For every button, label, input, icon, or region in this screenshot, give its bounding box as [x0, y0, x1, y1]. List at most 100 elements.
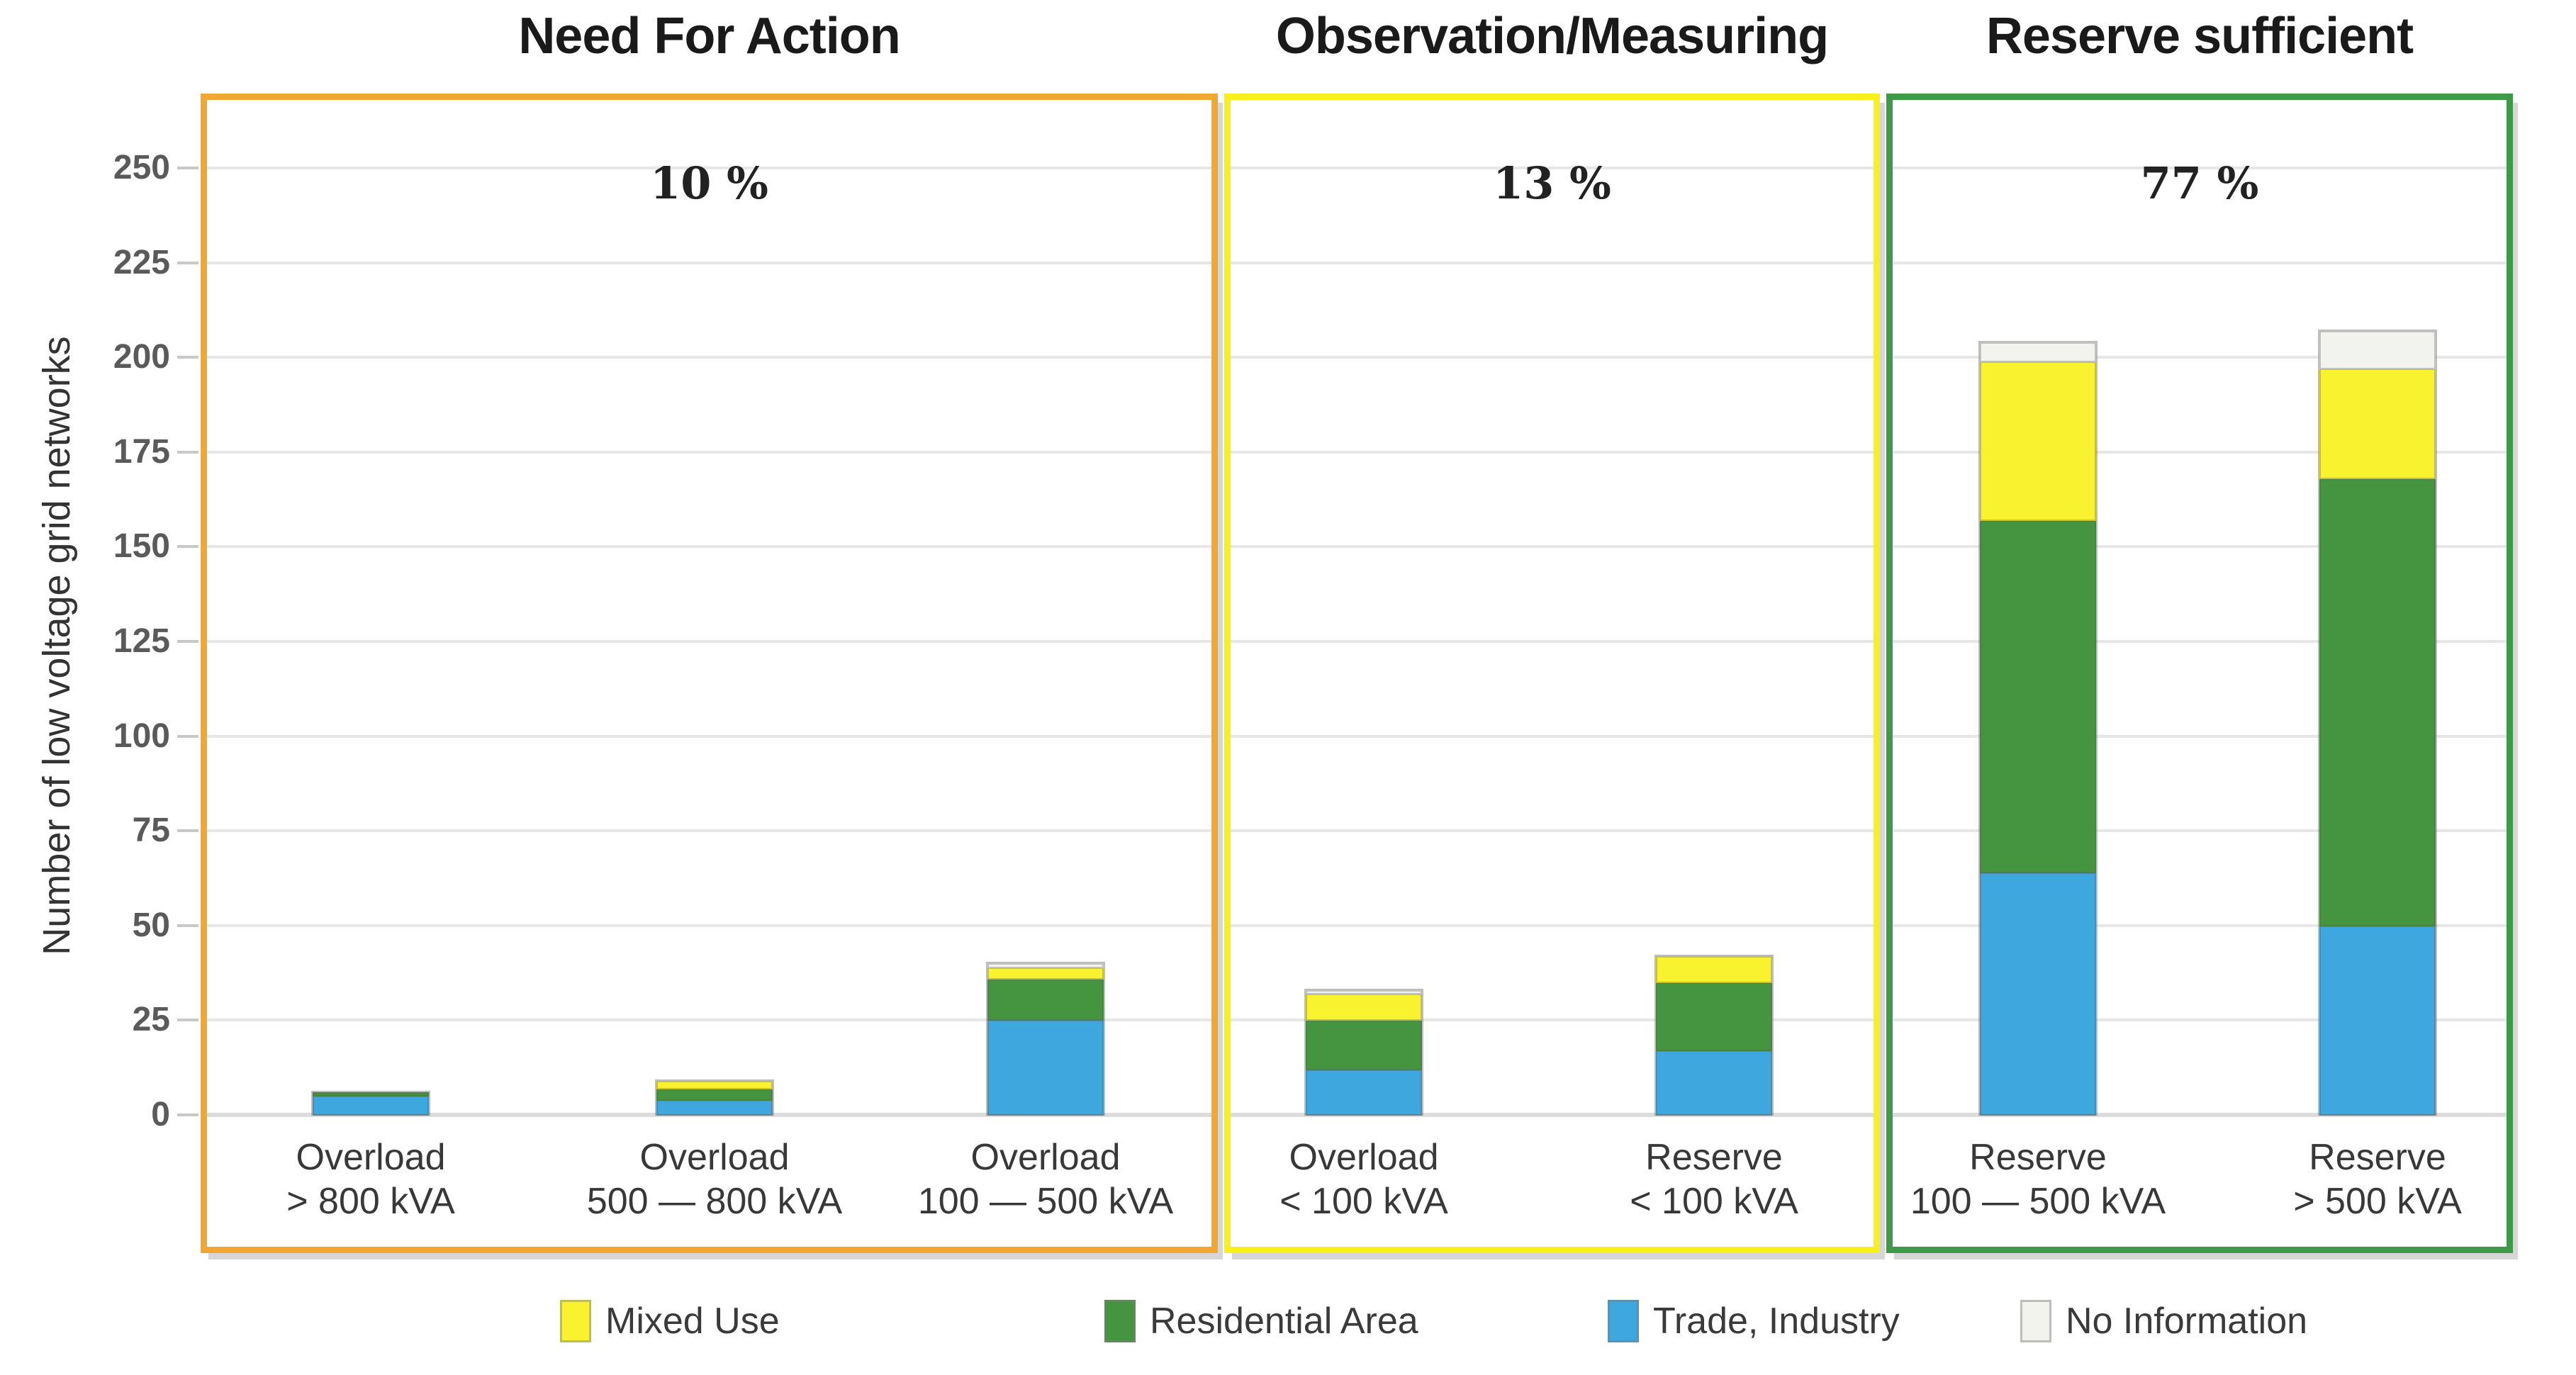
- y-tick-label-175: 175: [113, 432, 170, 471]
- gridline-225: [207, 261, 1211, 264]
- gridline-75: [1893, 829, 2507, 833]
- y-tick-label-250: 250: [113, 149, 170, 186]
- bar-segment-residential: [2319, 478, 2436, 926]
- bar-segment-mixed: [1306, 993, 1422, 1021]
- y-tick-mark: [177, 734, 198, 738]
- group-percent-label: 77 %: [2140, 157, 2259, 209]
- legend-item-residential: Residential Area: [1104, 1300, 1418, 1342]
- legend-item-trade: Trade, Industry: [1608, 1300, 1900, 1342]
- x-label-line2: < 100 kVA: [1630, 1181, 1798, 1222]
- x-label-line2: < 100 kVA: [1279, 1181, 1448, 1222]
- legend-swatch-residential: [1104, 1300, 1136, 1342]
- gridline-50: [1893, 924, 2507, 927]
- gridline-25: [207, 1018, 1211, 1022]
- gridline-200: [1231, 356, 1874, 359]
- y-tick-label-200: 200: [113, 338, 170, 376]
- gridline-200: [207, 356, 1211, 359]
- y-tick-mark: [177, 1018, 198, 1022]
- bar-segment-trade: [1656, 1050, 1772, 1116]
- x-label-line1: Reserve: [1645, 1137, 1783, 1178]
- legend-label: Mixed Use: [605, 1301, 780, 1342]
- y-tick-label-150: 150: [113, 527, 170, 566]
- y-tick-label-50: 50: [132, 906, 170, 944]
- gridline-0: [1231, 1113, 1874, 1117]
- legend-swatch-mixed: [560, 1300, 591, 1342]
- group-title: Need For Action: [518, 8, 900, 64]
- legend-swatch-trade: [1608, 1300, 1639, 1342]
- y-tick-mark: [177, 261, 198, 264]
- bar-segment-trade: [1306, 1069, 1422, 1116]
- bar-segment-no_information: [2319, 330, 2436, 370]
- x-label-line1: Overload: [639, 1137, 790, 1178]
- group-percent-label: 10 %: [650, 157, 768, 209]
- group-title: Reserve sufficient: [1986, 8, 2414, 64]
- bar-segment-no_information: [1306, 989, 1422, 994]
- x-label-line1: Overload: [1289, 1137, 1439, 1178]
- x-label-line1: Reserve: [1969, 1137, 2107, 1178]
- bar-segment-trade: [656, 1099, 773, 1116]
- y-tick-mark: [177, 545, 198, 549]
- y-tick-label-225: 225: [113, 243, 170, 281]
- gridline-50: [1231, 924, 1874, 927]
- y-tick-label-0: 0: [151, 1096, 170, 1133]
- legend-item-mixed: Mixed Use: [560, 1300, 780, 1342]
- y-tick-mark: [177, 167, 198, 169]
- x-label-line2: > 500 kVA: [2293, 1181, 2462, 1222]
- gridline-100: [1893, 734, 2507, 738]
- x-label-line2: 100 — 500 kVA: [1910, 1181, 2166, 1222]
- x-axis-label: Overload 500 — 800 kVA: [466, 1135, 963, 1223]
- group-panel-2: [1224, 94, 1880, 1253]
- gridline-250: [1231, 167, 1874, 169]
- y-tick-mark: [177, 640, 198, 643]
- bar-segment-trade: [1980, 872, 2096, 1116]
- y-tick-mark: [177, 450, 198, 454]
- bar-segment-trade: [313, 1096, 429, 1116]
- x-label-line2: 100 — 500 kVA: [917, 1181, 1174, 1222]
- x-label-line2: > 800 kVA: [286, 1181, 455, 1222]
- y-tick-mark: [177, 829, 198, 833]
- gridline-250: [207, 167, 1211, 169]
- x-label-line1: Overload: [970, 1137, 1121, 1178]
- gridline-75: [207, 829, 1211, 833]
- gridline-225: [1231, 261, 1874, 264]
- y-tick-label-25: 25: [132, 1001, 170, 1039]
- legend-item-no_information: No Information: [2020, 1300, 2307, 1342]
- gridline-250: [1893, 167, 2507, 169]
- gridline-150: [207, 545, 1211, 549]
- y-tick-label-125: 125: [113, 622, 170, 660]
- x-axis-label: Reserve < 100 kVA: [1466, 1135, 1962, 1223]
- gridline-50: [207, 924, 1211, 927]
- legend-label: Trade, Industry: [1653, 1301, 1900, 1342]
- gridline-125: [1893, 640, 2507, 643]
- gridline-175: [1893, 450, 2507, 454]
- x-label-line1: Overload: [296, 1137, 446, 1178]
- group-percent-label: 13 %: [1493, 157, 1611, 209]
- x-axis-label: Overload > 800 kVA: [123, 1135, 619, 1223]
- y-tick-mark: [177, 1113, 198, 1116]
- legend-swatch-no_information: [2020, 1300, 2051, 1342]
- gridline-175: [1231, 450, 1874, 454]
- gridline-125: [207, 640, 1211, 643]
- gridline-100: [1231, 734, 1874, 738]
- x-label-line1: Reserve: [2309, 1137, 2446, 1178]
- bar-segment-residential: [313, 1091, 429, 1097]
- group-panel-1: [201, 94, 1218, 1253]
- group-title: Observation/Measuring: [1275, 8, 1829, 64]
- bar-segment-mixed: [987, 967, 1104, 980]
- legend-label: No Information: [2066, 1301, 2308, 1342]
- gridline-200: [1893, 356, 2507, 359]
- group-panel-3: [1886, 94, 2513, 1253]
- bar-segment-residential: [1980, 520, 2096, 873]
- bar-segment-mixed: [2319, 369, 2436, 480]
- bar-segment-mixed: [1980, 361, 2096, 521]
- bar-segment-no_information: [987, 963, 1104, 968]
- bar-segment-trade: [2319, 925, 2436, 1116]
- x-axis-label: Reserve > 500 kVA: [2129, 1135, 2576, 1223]
- bar-segment-residential: [987, 978, 1104, 1021]
- gridline-25: [1231, 1018, 1874, 1022]
- x-axis-label: Overload 100 — 500 kVA: [797, 1135, 1294, 1223]
- bar-segment-mixed: [1656, 955, 1772, 983]
- gridline-0: [1893, 1113, 2507, 1117]
- gridline-175: [207, 450, 1211, 454]
